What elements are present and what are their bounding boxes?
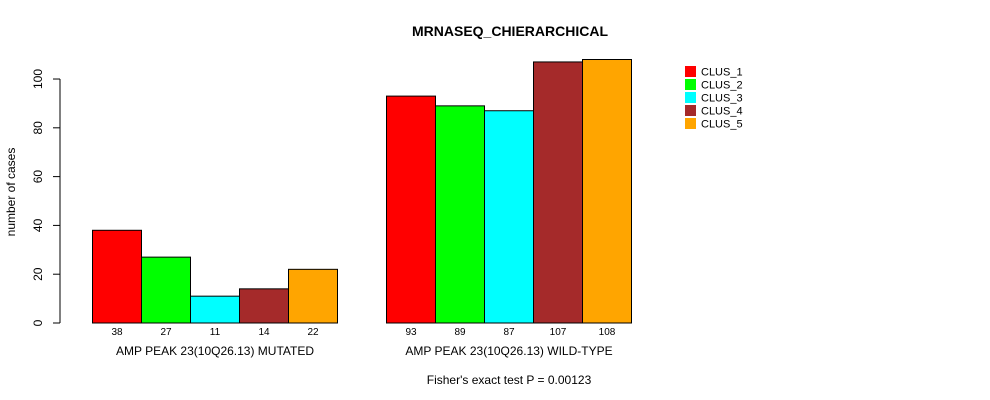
y-axis: 0 20 40 60 80 100	[31, 69, 61, 326]
y-axis-label: number of cases	[4, 148, 18, 237]
bar-value-label: 22	[307, 327, 319, 338]
legend-label: CLUS_2	[701, 80, 743, 92]
bar-clus-2-group-2	[435, 105, 485, 324]
y-tick-label: 20	[31, 267, 45, 281]
y-tick-label: 0	[31, 319, 45, 326]
bar-value-label: 27	[160, 327, 172, 338]
legend-swatch	[685, 66, 696, 77]
legend-swatch	[685, 92, 696, 103]
bar-value-label: 38	[111, 327, 123, 338]
legend-swatch	[685, 105, 696, 116]
y-tick-label: 60	[31, 170, 45, 184]
bar-clus-4-group-2	[533, 61, 583, 324]
bar-value-label: 14	[258, 327, 270, 338]
bar-value-label: 108	[599, 327, 616, 338]
category-label: AMP PEAK 23(10Q26.13) WILD-TYPE	[405, 344, 612, 358]
bar-clus-3-group-2	[484, 110, 534, 324]
bar-value-label: 11	[210, 327, 221, 338]
legend-swatch	[685, 79, 696, 90]
bar-value-label: 89	[454, 327, 466, 338]
group-labels: AMP PEAK 23(10Q26.13) MUTATED AMP PEAK 23…	[116, 344, 613, 358]
bars	[92, 59, 632, 324]
legend-label: CLUS_3	[701, 93, 743, 105]
y-tick-label: 40	[31, 218, 45, 232]
bar-clus-4-group-1	[239, 288, 289, 324]
bar-clus-5-group-1	[288, 268, 338, 324]
bar-value-label: 107	[550, 327, 567, 338]
category-label: AMP PEAK 23(10Q26.13) MUTATED	[116, 344, 314, 358]
legend-label: CLUS_5	[701, 119, 743, 131]
value-labels: 38 27 11 14 22 93 89 87 107 108	[111, 327, 615, 338]
y-tick-label: 100	[31, 69, 45, 89]
bar-clus-2-group-1	[141, 256, 191, 324]
legend-swatch	[685, 118, 696, 129]
fisher-test-footnote: Fisher's exact test P = 0.00123	[427, 373, 592, 387]
y-tick-label: 80	[31, 121, 45, 135]
bar-clus-3-group-1	[190, 295, 240, 324]
bar-value-label: 87	[503, 327, 515, 338]
legend-label: CLUS_1	[701, 67, 743, 79]
bar-clus-1-group-2	[386, 95, 436, 324]
bar-clus-1-group-1	[92, 229, 142, 324]
legend-label: CLUS_4	[701, 106, 743, 118]
bar-clus-5-group-2	[582, 59, 632, 324]
bar-value-label: 93	[405, 327, 417, 338]
chart-title: MRNASEQ_CHIERARCHICAL	[412, 23, 608, 39]
